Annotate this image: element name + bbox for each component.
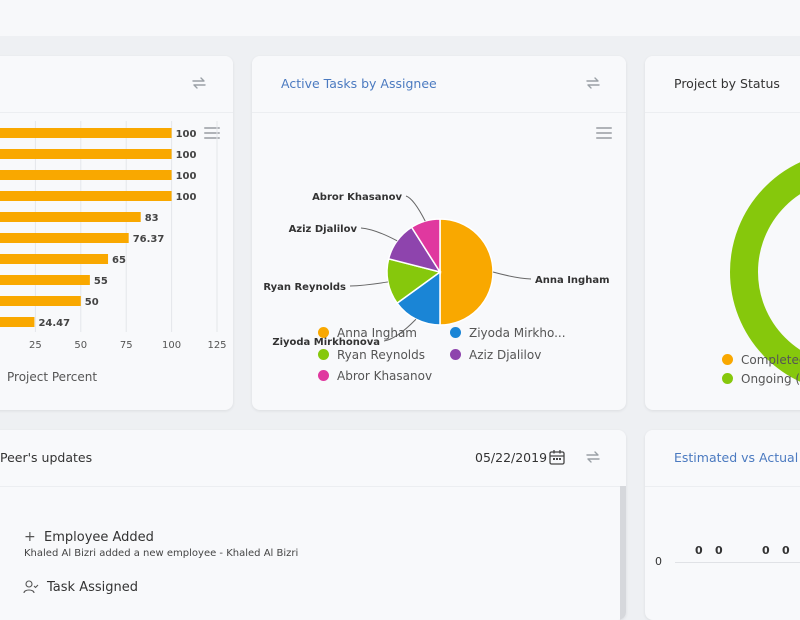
x-tick-label: 100 <box>162 340 181 351</box>
legend-dot-icon <box>318 349 329 360</box>
value-label: 0 <box>715 544 723 557</box>
legend-dot-icon <box>722 373 733 384</box>
legend-ongoing[interactable]: Ongoing (T <box>722 372 800 386</box>
pie-connector-line <box>405 195 426 222</box>
legend-ryan-reynolds[interactable]: Ryan Reynolds <box>318 348 425 362</box>
refresh-icon[interactable] <box>584 448 602 466</box>
legend-anna-ingham[interactable]: Anna Ingham <box>318 326 417 340</box>
card-title: Project by Status <box>674 76 780 91</box>
slice-ziyoda-mirkhonova[interactable] <box>396 270 441 326</box>
card-title: Active Tasks by Assignee <box>281 76 437 91</box>
x-tick-label: 25 <box>29 340 42 351</box>
updates-scrollbar[interactable] <box>620 486 626 620</box>
legend-label: Ryan Reynolds <box>337 348 425 362</box>
bar-value-label: 65 <box>112 255 126 266</box>
card-title: Peer's updates <box>0 450 93 465</box>
slice-abror-khasanov[interactable] <box>410 218 441 275</box>
pie-data-label: Aziz Djalilov <box>289 224 358 235</box>
bar[interactable] <box>0 233 129 243</box>
pie-connector-line <box>360 227 398 242</box>
legend-ziyoda-mirkhonova[interactable]: Ziyoda Mirkho... <box>450 326 566 340</box>
project-percent-card: 25 50 75 100 125 100 100 100 100 83 76.37 65 55 50 24.… <box>0 56 233 410</box>
bar[interactable] <box>0 275 90 285</box>
project-percent-bar-chart: 25 50 75 100 125 100 100 100 100 83 76.37 65 55 50 24.… <box>0 121 227 351</box>
user-check-icon <box>23 580 39 594</box>
legend-dot-icon <box>450 327 461 338</box>
pie-connector-line <box>383 318 417 342</box>
card-header <box>0 430 626 487</box>
pie-data-label: Anna Ingham <box>535 275 610 286</box>
project-status-card: Project by Status Completed Ongoing (T <box>645 56 800 410</box>
value-label: 0 <box>762 544 770 557</box>
legend-dot-icon <box>722 354 733 365</box>
value-label: 0 <box>782 544 790 557</box>
pie-connector-line <box>349 281 389 287</box>
legend-project-percent[interactable]: Project Percent <box>0 370 97 384</box>
x-tick-label: 125 <box>207 340 226 351</box>
legend-label: Anna Ingham <box>337 326 417 340</box>
estimated-vs-actual-card: Estimated vs Actual T 0 0 0 0 0 0 <box>645 430 800 620</box>
bar-value-label: 100 <box>176 150 197 161</box>
bar-value-label: 100 <box>176 192 197 203</box>
update-title: Task Assigned <box>47 580 138 595</box>
card-title: Estimated vs Actual T <box>674 450 800 465</box>
legend-completed[interactable]: Completed <box>722 353 800 367</box>
axis-baseline <box>675 562 800 563</box>
card-header <box>252 56 626 113</box>
calendar-icon[interactable] <box>548 448 566 466</box>
slice-anna-ingham[interactable] <box>439 218 494 326</box>
x-tick-label: 75 <box>120 340 133 351</box>
pie-data-label: Ryan Reynolds <box>263 282 346 293</box>
legend-label: Ongoing (T <box>741 372 800 386</box>
legend-aziz-djalilov[interactable]: Aziz Djalilov <box>450 348 541 362</box>
pie-data-label: Ziyoda Mirkhonova <box>272 337 380 348</box>
update-title: Employee Added <box>44 530 154 545</box>
bar[interactable] <box>0 128 172 138</box>
active-tasks-card: Active Tasks by Assignee Anna Ingham Ziyo… <box>252 56 626 410</box>
bar-value-label: 55 <box>94 276 108 287</box>
bar[interactable] <box>0 191 172 201</box>
legend-label: Abror Khasanov <box>337 369 433 383</box>
bar-value-label: 100 <box>176 129 197 140</box>
bar-value-label: 50 <box>85 297 99 308</box>
legend-label: Ziyoda Mirkho... <box>469 326 566 340</box>
bar-value-label: 76.37 <box>133 234 165 245</box>
bar[interactable] <box>0 296 81 306</box>
bar[interactable] <box>0 149 172 159</box>
bar-value-label: 83 <box>145 213 159 224</box>
card-header <box>645 430 800 487</box>
top-bar <box>0 0 800 36</box>
project-status-donut-chart <box>730 162 800 382</box>
value-label: 0 <box>695 544 703 557</box>
legend-dot-icon <box>318 370 329 381</box>
update-subtitle: Khaled Al Bizri added a new employee - K… <box>24 548 299 559</box>
bar[interactable] <box>0 254 109 264</box>
legend-label: Aziz Djalilov <box>469 348 542 362</box>
y-axis-zero-label: 0 <box>655 555 662 568</box>
refresh-icon[interactable] <box>584 74 602 92</box>
bar-value-label: 100 <box>176 171 197 182</box>
legend-dot-icon <box>450 349 461 360</box>
hamburger-menu-icon[interactable] <box>204 127 220 139</box>
bar[interactable] <box>0 212 141 222</box>
legend-abror-khasanov[interactable]: Abror Khasanov <box>318 369 432 383</box>
legend-dot-icon <box>318 327 329 338</box>
plus-icon: + <box>24 529 36 545</box>
hamburger-menu-icon[interactable] <box>596 127 612 139</box>
legend-label: Completed <box>741 353 800 367</box>
bar[interactable] <box>0 317 35 327</box>
card-header <box>645 56 800 113</box>
refresh-icon[interactable] <box>190 74 208 92</box>
bar[interactable] <box>0 170 172 180</box>
x-tick-label: 50 <box>74 340 87 351</box>
legend-label: Project Percent <box>7 370 98 384</box>
peer-updates-card: Peer's updates 05/22/2019 + Employee Add… <box>0 430 626 620</box>
pie-connector-line <box>492 271 532 280</box>
bar-value-label: 24.47 <box>38 318 70 329</box>
pie-data-label: Abror Khasanov <box>312 192 402 203</box>
date-display[interactable]: 05/22/2019 <box>475 450 548 465</box>
